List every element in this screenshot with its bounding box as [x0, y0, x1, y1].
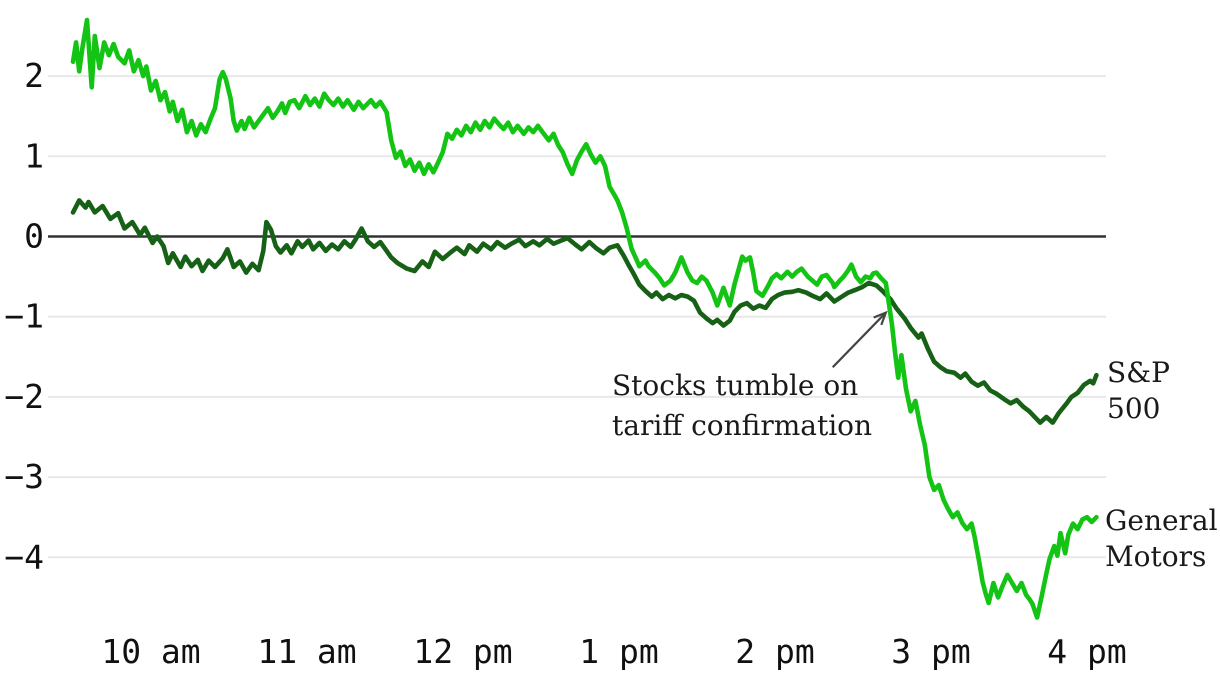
y-axis-tick-label: −2 — [4, 377, 44, 416]
annotation-arrow — [831, 311, 887, 368]
x-axis-tick-label: 12 pm — [413, 632, 512, 671]
x-axis-tick-label: 10 am — [101, 632, 200, 671]
y-axis-tick-label: 1 — [24, 136, 44, 175]
sp500-line — [70, 198, 1099, 425]
y-axis-tick-label: 2 — [24, 56, 44, 95]
x-axis-tick-label: 4 pm — [1047, 632, 1126, 671]
y-axis-tick-label: −4 — [4, 537, 44, 576]
y-axis-tick-label: −1 — [4, 297, 44, 336]
x-axis-tick-label: 2 pm — [735, 632, 814, 671]
annotation-text: Stocks tumble on tariff confirmation — [612, 369, 873, 442]
x-axis-tick-label: 3 pm — [891, 632, 970, 671]
series-label-sp500: S&P 500 — [1107, 356, 1170, 426]
y-axis-tick-label: 0 — [24, 217, 44, 256]
y-axis-tick-label: −3 — [4, 457, 44, 496]
general-motors-line — [70, 17, 1099, 620]
series-label-general-motors: General Motors — [1105, 504, 1218, 574]
annotation-arrowhead-icon — [873, 310, 888, 326]
x-axis-tick-label: 11 am — [257, 632, 356, 671]
x-axis-tick-label: 1 pm — [579, 632, 658, 671]
